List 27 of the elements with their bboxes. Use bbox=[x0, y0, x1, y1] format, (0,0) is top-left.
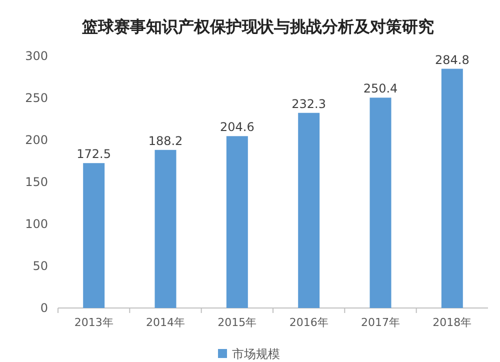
x-tick-label: 2017年 bbox=[361, 316, 400, 329]
bar bbox=[154, 150, 176, 308]
y-tick-label: 300 bbox=[25, 49, 48, 64]
x-tick-label: 2018年 bbox=[432, 316, 472, 329]
y-tick-label: 100 bbox=[25, 217, 48, 232]
bar bbox=[298, 112, 320, 308]
data-label: 232.3 bbox=[292, 96, 326, 111]
bar bbox=[226, 136, 248, 308]
data-label: 204.6 bbox=[220, 120, 254, 134]
legend-label: 市场规模 bbox=[232, 347, 280, 362]
chart-title: 篮球赛事知识产权保护现状与挑战分析及对策研究 bbox=[81, 17, 434, 36]
x-tick-label: 2013年 bbox=[74, 316, 114, 329]
x-tick-label: 2014年 bbox=[146, 316, 185, 329]
data-label: 188.2 bbox=[148, 134, 183, 148]
bar bbox=[83, 163, 105, 308]
x-tick-label: 2016年 bbox=[289, 316, 328, 329]
x-tick-label: 2015年 bbox=[218, 316, 257, 329]
y-tick-label: 50 bbox=[32, 259, 48, 274]
y-tick-label: 150 bbox=[25, 175, 48, 190]
y-tick-label: 0 bbox=[40, 301, 48, 316]
data-label: 284.8 bbox=[434, 52, 470, 67]
y-tick-label: 250 bbox=[25, 91, 48, 106]
data-label: 172.5 bbox=[76, 147, 112, 162]
bar bbox=[441, 68, 463, 308]
data-label: 250.4 bbox=[363, 82, 398, 96]
y-tick-label: 200 bbox=[25, 133, 48, 148]
bar bbox=[370, 98, 392, 308]
